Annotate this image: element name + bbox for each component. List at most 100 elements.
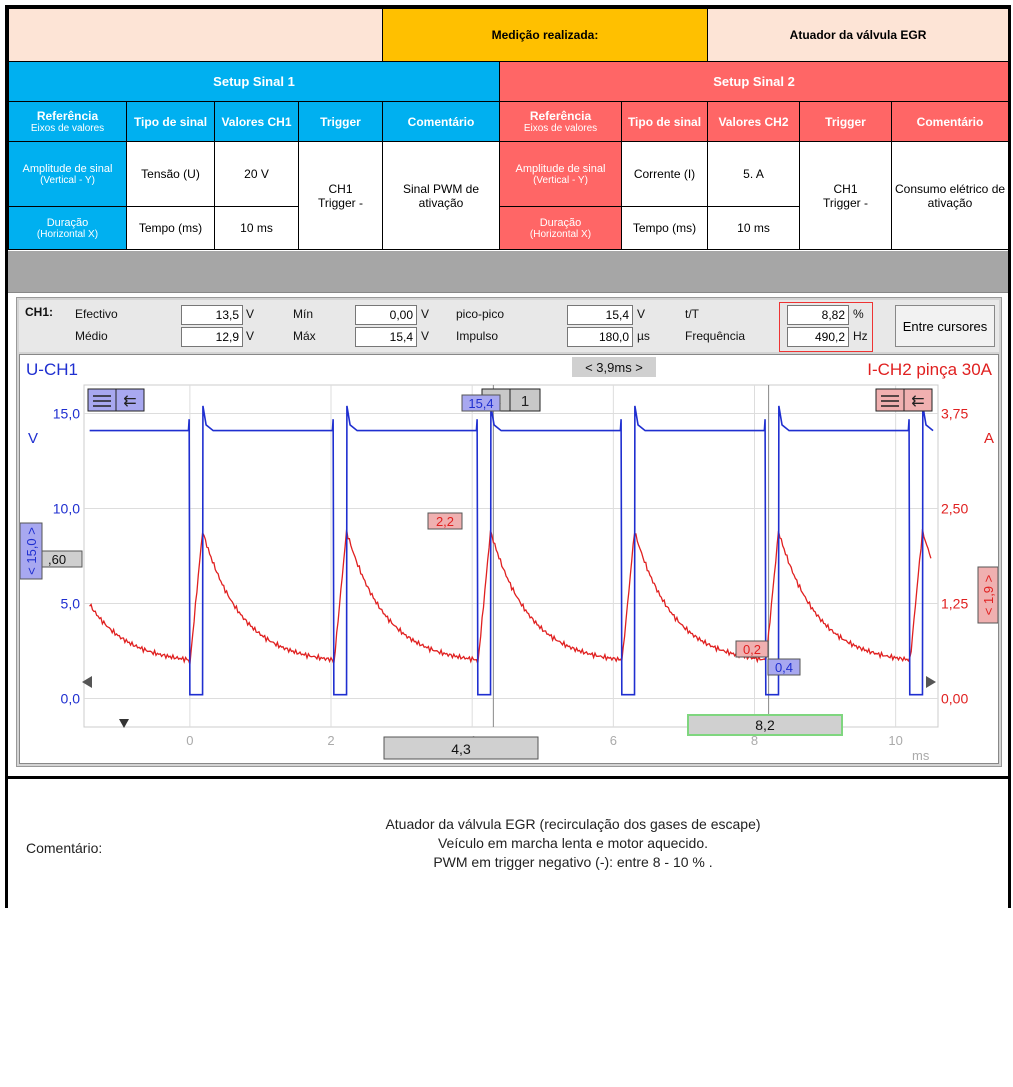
left-level-tag[interactable]: ,60 [41, 550, 83, 568]
s2-val-dur: 10 ms [707, 206, 800, 250]
s1-col-ch1: Valores CH1 [214, 101, 299, 142]
min-value: 0,00 [355, 305, 417, 325]
medio-label: Médio [75, 329, 108, 343]
ch2-zero-marker[interactable] [926, 676, 936, 688]
plot-area: 02468100,05,010,015,00,001,252,503,75 U-… [19, 354, 999, 764]
medio-value: 12,9 [181, 327, 243, 347]
trigger-number: 1 [521, 393, 529, 410]
y-right-tick-label: 3,75 [941, 406, 968, 422]
tag-ch1-peak-box [461, 394, 501, 412]
tag-ch1-low-text: 0,4 [775, 660, 793, 675]
max-label: Máx [293, 329, 316, 343]
tag-ch1-peak: 15,4 [461, 394, 501, 412]
s1-trigger: CH1 Trigger - [298, 141, 383, 250]
ch2-scale-tag[interactable]: < 1,9 > [977, 566, 999, 624]
efectivo-label: Efectivo [75, 307, 118, 321]
efectivo-value: 13,5 [181, 305, 243, 325]
freq-unit: Hz [853, 329, 868, 343]
pp-value: 15,4 [567, 305, 633, 325]
pp-label: pico-pico [456, 307, 505, 321]
setup-table: Medição realizada: Atuador da válvula EG… [8, 8, 1010, 250]
separator-band [8, 251, 1008, 293]
s2-col-type: Tipo de sinal [621, 101, 708, 142]
ch1-arrows-icon[interactable] [115, 388, 145, 412]
measurement-bar: CH1: Efectivo 13,5 V Médio 12,9 V Mín 0,… [19, 300, 999, 352]
s1-col-comment: Comentário [382, 101, 500, 142]
comment-text: Atuador da válvula EGR (recirculação dos… [308, 815, 838, 872]
trigger-position-marker[interactable] [119, 719, 129, 728]
ch2-arrows-icon[interactable] [903, 388, 933, 412]
tT-unit: % [853, 307, 864, 321]
freq-value: 490,2 [787, 327, 849, 347]
oscilloscope-panel: CH1: Efectivo 13,5 V Médio 12,9 V Mín 0,… [16, 297, 1002, 767]
impulso-unit: µs [637, 329, 650, 343]
left-level-tag-box[interactable] [41, 550, 83, 568]
y-right-tick-label: 1,25 [941, 596, 968, 612]
medio-unit: V [246, 329, 255, 343]
max-value: 15,4 [355, 327, 417, 347]
ch2-arrows-glyph: ⇇ [911, 393, 924, 410]
impulso-value: 180,0 [567, 327, 633, 347]
cursor2-x-tag-box[interactable] [687, 714, 843, 736]
cursor-delta-box [572, 357, 656, 377]
cursor2-x-tag-text: 8,2 [755, 717, 775, 733]
ch2-current-trace [89, 528, 932, 665]
ch1-scale-tag-text: < 15,0 > [24, 527, 39, 575]
y-left-tick-label: 10,0 [53, 501, 80, 517]
efectivo-unit: V [246, 307, 255, 321]
ch1-lines-icon[interactable] [87, 388, 117, 412]
waveform-plot: 02468100,05,010,015,00,001,252,503,75 U-… [19, 357, 999, 763]
ch1-title: U-CH1 [26, 360, 78, 379]
cursor-delta: < 3,9ms > [585, 360, 643, 375]
s1-val-dur: 10 ms [214, 206, 299, 250]
x-tick-label: 0 [186, 733, 193, 748]
ch1-scale-tag[interactable]: < 15,0 > [19, 522, 43, 580]
s1-row-dur: Duração (Horizontal X) [8, 206, 127, 250]
trigger-number-box [509, 388, 541, 412]
x-tick-label: 8 [751, 733, 758, 748]
ch2-scale-tag-text: < 1,9 > [981, 575, 996, 615]
s1-type-dur: Tempo (ms) [126, 206, 215, 250]
tag-ch1-low: 0,4 [767, 658, 801, 676]
min-unit: V [421, 307, 430, 321]
tT-value: 8,82 [787, 305, 849, 325]
s1-col-ref: Referência Eixos de valores [8, 101, 127, 142]
x-tick-label: 2 [327, 733, 334, 748]
comment-line-2: Veículo em marcha lenta e motor aquecido… [437, 835, 709, 851]
between-cursors-button[interactable]: Entre cursores [895, 305, 995, 347]
s2-type-amp: Corrente (I) [621, 141, 708, 207]
x-unit: ms [912, 748, 930, 763]
tT-label: t/T [685, 307, 699, 321]
s1-col-type: Tipo de sinal [126, 101, 215, 142]
s2-col-ch2: Valores CH2 [707, 101, 800, 142]
s1-col-trigger: Trigger [298, 101, 383, 142]
ch2-scale-icons[interactable]: ⇇ [875, 388, 933, 412]
report-page: Medição realizada: Atuador da válvula EG… [5, 5, 1011, 908]
s1-comment: Sinal PWM de ativação [382, 141, 500, 250]
cursor2-x-tag[interactable]: 8,2 [687, 714, 843, 736]
cursor1-x-tag[interactable]: 4,3 [383, 736, 539, 760]
ch2-title: I-CH2 pinça 30A [867, 360, 992, 379]
tag-ch1-low-box [767, 658, 801, 676]
s2-row-dur: Duração (Horizontal X) [499, 206, 622, 250]
impulso-label: Impulso [456, 329, 499, 343]
y-left-tick-label: 0,0 [61, 691, 81, 707]
measurement-label: Medição realizada: [382, 8, 708, 62]
min-label: Mín [293, 307, 314, 321]
s1-row-amp: Amplitude de sinal (Vertical - Y) [8, 141, 127, 207]
ch1-zero-marker[interactable] [82, 676, 92, 688]
s1-val-amp: 20 V [214, 141, 299, 207]
y-right-tick-label: 2,50 [941, 501, 968, 517]
cursor1-x-tag-box[interactable] [383, 736, 539, 760]
axis-ticks: 02468100,05,010,015,00,001,252,503,75 [53, 406, 969, 749]
ch1-arrows-glyph: ⇇ [123, 393, 136, 410]
tag-ch2-peak-text: 2,2 [436, 514, 454, 529]
freq-label: Frequência [685, 329, 746, 343]
ch1-scale-icons[interactable]: ⇇ [87, 388, 145, 412]
ch1-voltage-trace [89, 405, 934, 696]
comment-line-1: Atuador da válvula EGR (recirculação dos… [385, 816, 761, 832]
tag-ch2-low: 0,2 [735, 640, 769, 658]
ch2-lines-icon[interactable] [875, 388, 905, 412]
ch1-unit: V [28, 430, 38, 447]
header-blank [8, 8, 383, 62]
